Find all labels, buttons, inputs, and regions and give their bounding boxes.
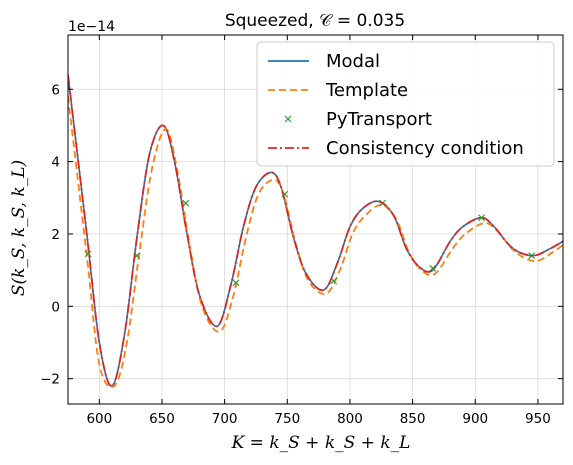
- marker-stroke: [330, 277, 338, 285]
- legend-label-pytransport: PyTransport: [326, 109, 432, 130]
- marker-stroke: [182, 199, 190, 207]
- pytransport-marker: [232, 279, 240, 287]
- x-tick-label: 800: [337, 411, 363, 427]
- y-tick-label: 0: [51, 299, 60, 315]
- x-tick-label: 650: [149, 411, 175, 427]
- consistency-condition-series-line: [68, 74, 563, 387]
- x-tick-label: 750: [274, 411, 300, 427]
- series-layer: [68, 74, 563, 388]
- x-tick-label: 700: [212, 411, 238, 427]
- legend-label-consistency-condition: Consistency condition: [326, 138, 524, 159]
- plot-frame: [67, 34, 564, 405]
- marker-stroke: [232, 279, 240, 287]
- legend-label-modal: Modal: [326, 51, 380, 72]
- y-axis-label: S(k_S, k_S, k_L): [9, 160, 29, 296]
- x-tick-label: 900: [462, 411, 488, 427]
- marker-stroke: [429, 264, 437, 272]
- x-tick-label: 850: [400, 411, 426, 427]
- pytransport-marker: [182, 199, 190, 207]
- marker-stroke: [84, 250, 92, 258]
- chart-title: Squeezed, 𝒞 = 0.035: [225, 11, 405, 31]
- y-axis-offset-label: 1e−14: [68, 19, 115, 35]
- y-tick-label: 6: [51, 82, 60, 98]
- x-axis-label: K = k_S + k_S + k_L: [231, 433, 411, 453]
- y-tick-label: 2: [51, 227, 60, 243]
- y-tick-label: −2: [40, 372, 60, 388]
- marker-stroke: [478, 214, 485, 222]
- tick-layer: 600 650 700 750 800 850 900 950 −2 0 2 4 6: [40, 35, 563, 427]
- axes-frame: [67, 34, 564, 405]
- x-tick-label: 950: [525, 411, 551, 427]
- pytransport-marker: [429, 264, 437, 272]
- x-tick-label: 600: [86, 411, 112, 427]
- pytransport-marker: [478, 214, 485, 222]
- legend-marker-pytransport: [284, 115, 292, 123]
- y-tick-label: 4: [51, 155, 60, 171]
- legend-box: [256, 41, 555, 167]
- legend-label-template: Template: [325, 80, 408, 101]
- legend: Modal Template PyTransport Consistency cond…: [256, 41, 555, 167]
